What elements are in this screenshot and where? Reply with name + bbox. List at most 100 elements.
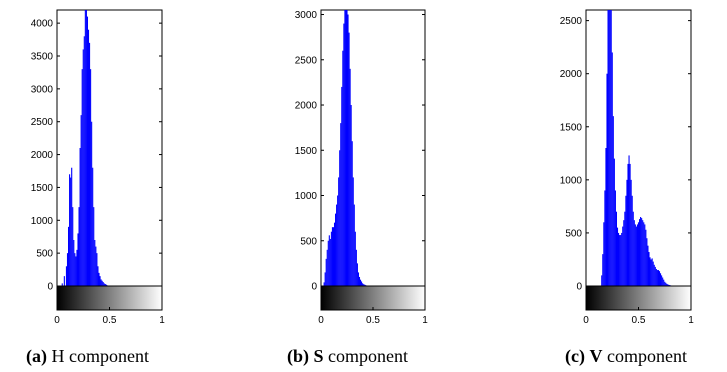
caption-letter: (b) (287, 346, 309, 366)
caption-s: (b) S component (287, 346, 408, 367)
histogram-bar (352, 177, 354, 286)
histogram-bar (621, 232, 623, 286)
histogram-bar (623, 220, 625, 286)
histogram-bar (350, 105, 352, 287)
histogram-bar (74, 253, 76, 286)
y-tick-label: 0 (311, 282, 317, 293)
histogram-bar (629, 163, 631, 286)
histogram-bar (332, 227, 335, 286)
histogram-bar (666, 283, 668, 286)
histogram-bar (645, 229, 647, 286)
histogram-bar (81, 69, 83, 287)
histogram-bar (358, 276, 361, 286)
histogram-bar (343, 23, 345, 287)
histogram-bar (631, 195, 633, 286)
histogram-bar (633, 220, 635, 286)
histogram-bar (656, 270, 658, 286)
x-tick-label: 0.5 (632, 315, 646, 326)
histogram-bar (625, 195, 627, 286)
x-tick-label: 1 (422, 315, 428, 326)
histogram-bar (72, 207, 74, 286)
grayscale-colorbar (320, 285, 426, 311)
histogram-bar (602, 254, 604, 286)
histogram-bar (652, 261, 654, 286)
histogram-bar (329, 238, 331, 286)
histogram-bar (609, 10, 611, 286)
histogram-bar (101, 280, 103, 286)
histogram-bar (97, 266, 99, 286)
y-tick-label: 1000 (560, 175, 583, 186)
histogram-bar (325, 258, 327, 286)
x-tick-label: 0 (54, 315, 60, 326)
histogram-bar (630, 179, 632, 286)
histogram-bar (649, 257, 651, 286)
y-tick-label: 500 (36, 249, 53, 260)
histogram-bar (91, 121, 93, 286)
histogram-bar (650, 259, 652, 286)
histogram-bar (612, 116, 614, 287)
histogram-bar (86, 16, 89, 286)
histogram-bar (92, 167, 94, 286)
histogram-bar (641, 218, 643, 286)
histogram-bar (333, 222, 336, 286)
histogram-bar (103, 283, 105, 286)
histogram-bar (653, 264, 655, 286)
histogram-bar (351, 141, 353, 286)
histogram-bar (349, 68, 351, 286)
y-tick-label: 3000 (295, 10, 318, 21)
histogram-bar (336, 204, 338, 286)
histogram-bar (77, 233, 79, 286)
histogram-bar (632, 211, 634, 286)
histogram-bar (624, 211, 626, 286)
histogram-bar (614, 190, 616, 286)
histogram-bar (84, 10, 86, 286)
histogram-bar (654, 266, 656, 286)
histogram-bar (603, 222, 605, 286)
histogram-bar (362, 283, 364, 286)
y-tick-label: 2000 (560, 69, 583, 80)
histogram-bar (345, 10, 347, 286)
y-tick-label: 3500 (31, 52, 54, 63)
histogram-bar (338, 177, 340, 286)
histogram-bar (628, 155, 630, 286)
histogram-bar (655, 269, 657, 286)
histogram-bar (82, 49, 84, 286)
histogram-bar (85, 10, 87, 286)
histogram-bar (355, 249, 357, 286)
histogram-bar (638, 219, 641, 286)
y-tick-label: 1000 (295, 191, 318, 202)
histogram-bar (330, 231, 332, 286)
histogram-bar (620, 235, 622, 286)
x-tick-label: 0 (318, 315, 324, 326)
histogram-bar (667, 284, 669, 286)
histogram-bar (361, 281, 363, 286)
histogram-bar (613, 158, 615, 286)
histogram-bar (94, 240, 96, 286)
histogram-bar (335, 213, 337, 286)
histogram-bar (651, 258, 653, 286)
histogram-bar (105, 284, 107, 286)
histogram-bar (326, 249, 328, 286)
caption-letter: (c) (565, 346, 585, 366)
histogram-bar (98, 272, 100, 286)
histogram-bar (642, 220, 644, 286)
histogram-bar (348, 32, 350, 286)
histogram-bar (644, 224, 646, 286)
x-tick-label: 0 (583, 315, 589, 326)
caption-h: (a) H component (26, 346, 149, 367)
histogram-bar (615, 211, 618, 286)
histogram-bar (93, 207, 95, 286)
histogram-bar (99, 276, 101, 286)
histogram-bar (66, 253, 69, 286)
histogram-bar (363, 284, 365, 286)
histogram-bar (359, 279, 362, 286)
histogram-bar (102, 282, 104, 286)
histogram-bar (364, 284, 366, 286)
caption-word: component (328, 346, 408, 366)
histogram-bar (637, 222, 640, 286)
histogram-bar (643, 222, 645, 286)
histogram-bar (337, 195, 339, 286)
y-tick-label: 2500 (295, 55, 318, 66)
plot-frame (320, 9, 426, 311)
caption-channel: V (589, 346, 603, 366)
